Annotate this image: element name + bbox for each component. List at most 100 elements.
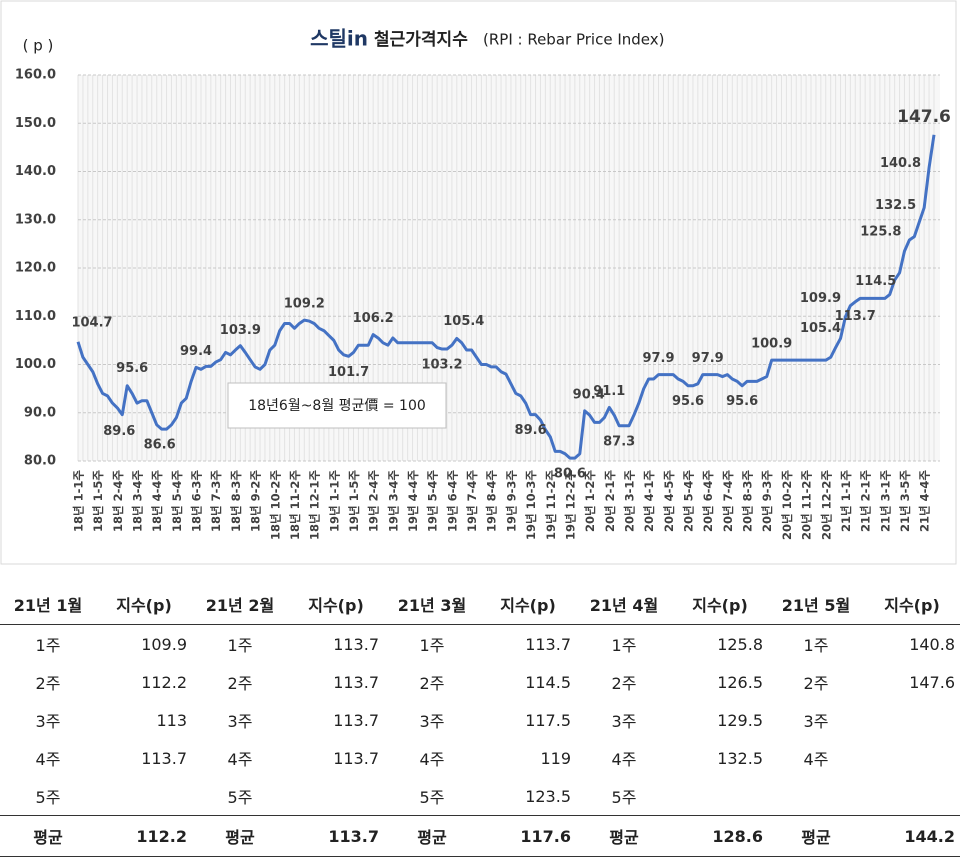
header-cell: 지수(p) xyxy=(288,584,384,625)
data-label: 87.3 xyxy=(603,434,635,449)
table-cell xyxy=(864,739,960,777)
x-tick-label: 20년 1-2주 xyxy=(583,470,597,532)
table-cell: 3주 xyxy=(35,712,61,731)
header-cell: 21년 2월 xyxy=(192,584,288,625)
table-cell: 5주 xyxy=(419,788,445,807)
table-cell: 129.5 xyxy=(717,710,763,730)
x-tick-label: 18년 9-2주 xyxy=(249,470,263,532)
data-row: 5주 5주 5주 123.5 5주 xyxy=(0,777,960,816)
table-cell: 126.5 xyxy=(717,672,763,692)
x-tick-label: 20년 6-4주 xyxy=(701,470,715,532)
table-cell: 140.8 xyxy=(909,634,955,654)
table-cell: 3주 xyxy=(803,712,829,731)
data-label: 90.4 xyxy=(573,387,605,402)
x-tick-label: 19년 8-4주 xyxy=(485,470,499,532)
table-cell: 117.5 xyxy=(525,710,571,730)
x-tick-label: 18년 2-4주 xyxy=(111,470,125,532)
table-cell: 132.5 xyxy=(717,748,763,768)
footer-cell: 144.2 xyxy=(864,815,960,857)
y-tick-label: 80.0 xyxy=(24,454,56,469)
x-tick-label: 20년 5-4주 xyxy=(682,470,696,532)
data-label: 147.6 xyxy=(897,107,951,127)
table-cell: 2주 xyxy=(35,674,61,693)
x-tick-label: 20년 7-4주 xyxy=(721,470,735,532)
footer-cell: 평균 xyxy=(0,815,96,857)
data-label: 132.5 xyxy=(875,198,916,213)
y-tick-label: 90.0 xyxy=(24,405,56,420)
table-cell: 119 xyxy=(540,748,571,768)
table-cell: 2주 xyxy=(611,674,637,693)
data-label: 104.7 xyxy=(71,315,112,330)
x-tick-label: 20년 4-1주 xyxy=(642,470,656,532)
data-label: 109.2 xyxy=(284,297,325,312)
table-cell: 1주 xyxy=(419,636,445,655)
table-cell: 2주 xyxy=(227,674,253,693)
table-cell xyxy=(768,777,864,816)
data-label: 97.9 xyxy=(642,351,674,366)
chart: 스틸in 철근가격지수 (RPI : Rebar Price Index) ( … xyxy=(0,0,957,565)
footer-cell: 평균 xyxy=(576,815,672,857)
x-tick-label: 18년 5-4주 xyxy=(170,470,184,532)
y-tick-label: 150.0 xyxy=(15,116,56,131)
footer-cell: 117.6 xyxy=(480,815,576,857)
footer-cell: 112.2 xyxy=(96,815,192,857)
chart-title: 철근가격지수 xyxy=(374,30,468,50)
data-label: 89.6 xyxy=(103,424,135,439)
data-label: 91.1 xyxy=(593,384,625,399)
table-cell: 2주 xyxy=(803,674,829,693)
table-cell: 2주 xyxy=(419,674,445,693)
data-label: 109.9 xyxy=(800,291,841,306)
footer-cell: 평균 xyxy=(384,815,480,857)
footer-cell: 113.7 xyxy=(288,815,384,857)
data-label: 101.7 xyxy=(328,365,369,380)
table-cell xyxy=(864,701,960,739)
table-cell: 3주 xyxy=(611,712,637,731)
data-label: 86.6 xyxy=(144,438,176,453)
footer-cell: 평균 xyxy=(768,815,864,857)
table-cell: 3주 xyxy=(419,712,445,731)
x-tick-label: 19년 5-4주 xyxy=(426,470,440,532)
table-cell: 113.7 xyxy=(333,748,379,768)
y-tick-label: 140.0 xyxy=(15,164,56,179)
header-cell: 지수(p) xyxy=(672,584,768,625)
table-cell: 113 xyxy=(156,710,187,730)
table-cell: 4주 xyxy=(227,750,253,769)
table-cell: 5주 xyxy=(227,788,253,807)
data-label: 95.6 xyxy=(672,394,704,409)
data-row: 4주 113.7 4주 113.7 4주 119 4주 132.5 4주 xyxy=(0,739,960,777)
table-cell: 1주 xyxy=(35,636,61,655)
x-tick-label: 18년 6-3주 xyxy=(190,470,204,532)
x-tick-label: 18년 12-1주 xyxy=(308,470,322,540)
footer-row: 평균 112.2 평균 113.7 평균 117.6 평균 128.6 평균 144.2 xyxy=(0,815,960,857)
price-table: 21년 1월 지수(p) 21년 2월 지수(p) 21년 3월 지수(p) 21년 4월 지… xyxy=(0,584,960,857)
x-tick-label: 18년 3-4주 xyxy=(131,470,145,532)
header-cell: 지수(p) xyxy=(864,584,960,625)
logo: 스틸in xyxy=(310,27,368,51)
x-tick-label: 20년 9-3주 xyxy=(760,470,774,532)
x-tick-label: 19년 4-4주 xyxy=(406,470,420,532)
table-cell: 1주 xyxy=(227,636,253,655)
table-cell: 5주 xyxy=(611,788,637,807)
table-cell: 114.5 xyxy=(525,672,571,692)
table-cell: 4주 xyxy=(419,750,445,769)
header-cell: 지수(p) xyxy=(480,584,576,625)
x-tick-label: 21년 3-5주 xyxy=(898,470,912,532)
y-tick-label: 120.0 xyxy=(15,261,56,276)
x-tick-label: 19년 12-2주 xyxy=(563,470,577,540)
data-row: 1주 109.9 1주 113.7 1주 113.7 1주 125.8 1주 140.8 xyxy=(0,625,960,664)
x-tick-label: 18년 11-2주 xyxy=(288,470,302,540)
x-tick-label: 20년 10-2주 xyxy=(780,470,794,540)
table-cell xyxy=(96,777,192,816)
x-tick-label: 18년 10-2주 xyxy=(268,470,282,540)
table-cell: 113.7 xyxy=(525,634,571,654)
header-cell: 지수(p) xyxy=(96,584,192,625)
footer-cell: 평균 xyxy=(192,815,288,857)
x-tick-label: 20년 8-3주 xyxy=(741,470,755,532)
x-tick-label: 18년 4-4주 xyxy=(150,470,164,532)
x-tick-label: 19년 1-5주 xyxy=(347,470,361,532)
x-tick-label: 21년 2-1주 xyxy=(859,470,873,532)
data-label: 95.6 xyxy=(726,394,758,409)
data-label: 140.8 xyxy=(880,156,921,171)
header-cell: 21년 4월 xyxy=(576,584,672,625)
table-cell: 113.7 xyxy=(333,710,379,730)
